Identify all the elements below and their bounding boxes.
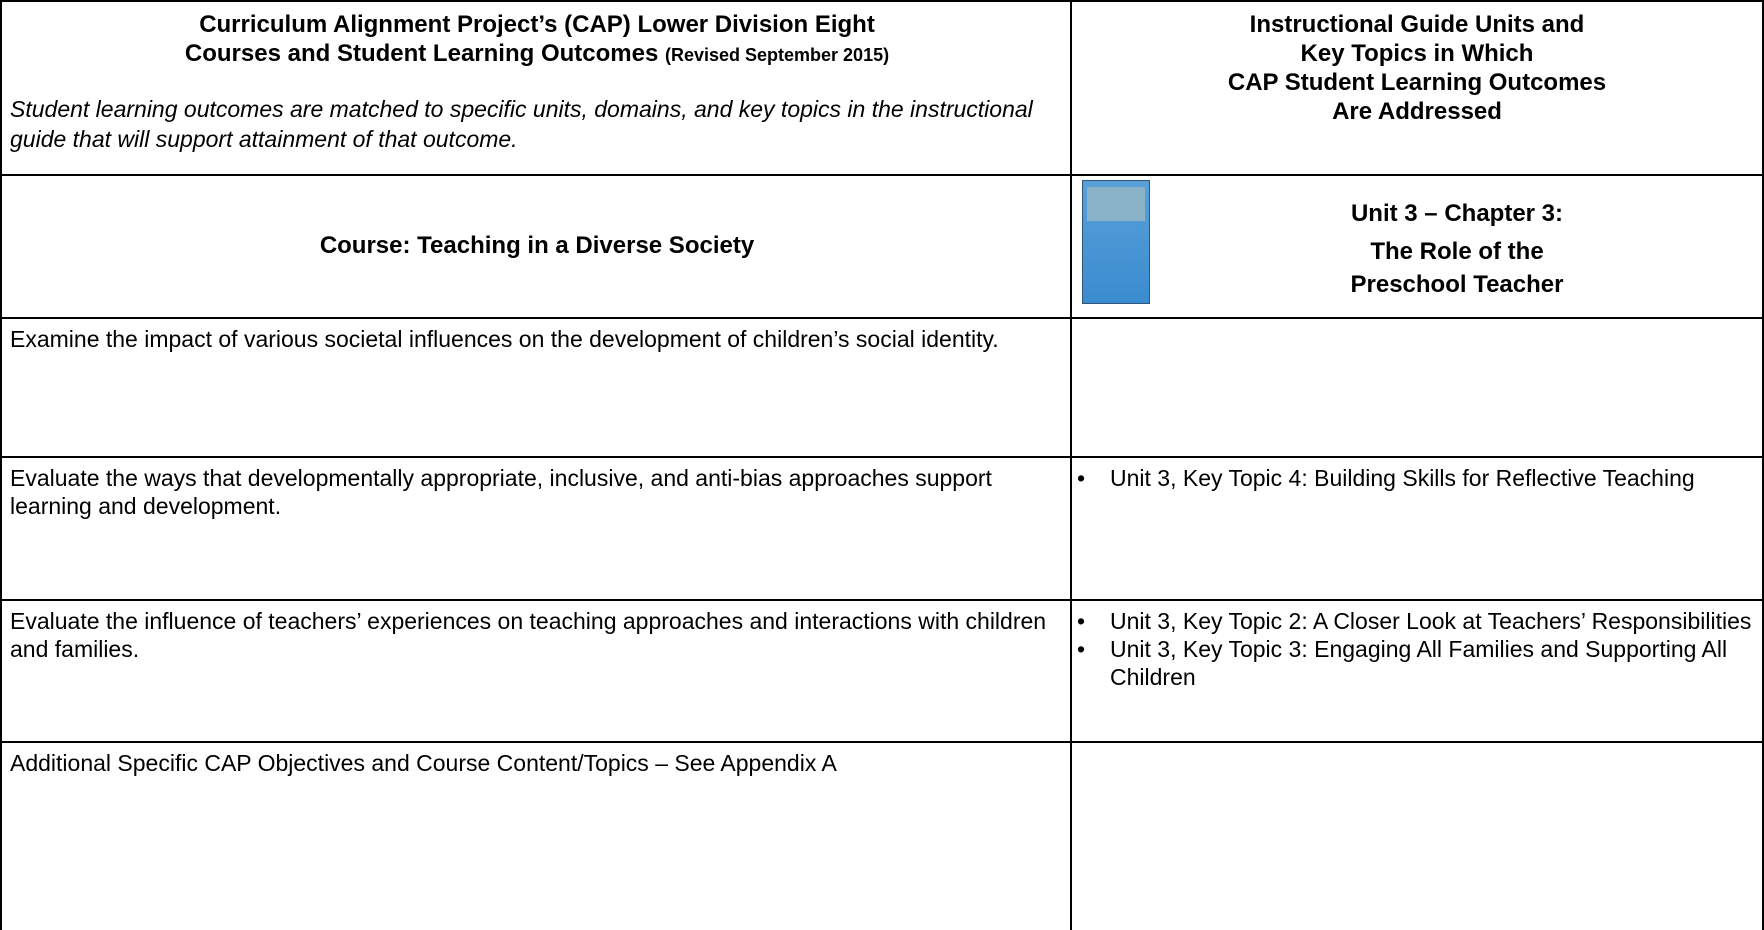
outcome-text: Evaluate the influence of teachers’ expe… — [10, 608, 1047, 662]
title-line: Curriculum Alignment Project’s (CAP) Low… — [199, 11, 875, 38]
title-line: CAP Student Learning Outcomes — [1227, 69, 1607, 96]
topic-list: Unit 3, Key Topic 2: A Closer Look at Te… — [1072, 607, 1762, 691]
outcome-text: Evaluate the ways that developmentally a… — [10, 465, 992, 519]
title-line: Key Topics in Which — [1300, 40, 1534, 67]
topics-cell — [1070, 741, 1764, 930]
topics-cell: Unit 3, Key Topic 4: Building Skills for… — [1070, 456, 1764, 601]
title-line: Instructional Guide Units and — [1249, 11, 1585, 38]
course-title: Course: Teaching in a Diverse Society — [319, 232, 755, 259]
header-note: Student learning outcomes are matched to… — [10, 96, 1033, 152]
outcome-text: Additional Specific CAP Objectives and C… — [10, 750, 837, 776]
header-title: Curriculum Alignment Project’s (CAP) Low… — [10, 10, 1064, 70]
unit-subtitle: The Role of the — [1370, 238, 1544, 265]
outcome-cell: Evaluate the ways that developmentally a… — [0, 456, 1072, 601]
revised-note: (Revised September 2015) — [664, 45, 890, 65]
topic-item: Unit 3, Key Topic 4: Building Skills for… — [1072, 464, 1762, 492]
topics-cell — [1070, 317, 1764, 458]
topic-list: Unit 3, Key Topic 4: Building Skills for… — [1072, 464, 1762, 492]
outcome-cell: Examine the impact of various societal i… — [0, 317, 1072, 458]
topic-item: Unit 3, Key Topic 3: Engaging All Famili… — [1072, 635, 1762, 691]
title-line: Courses and Student Learning Outcomes — [184, 40, 659, 67]
unit-subtitle: Preschool Teacher — [1350, 271, 1564, 298]
outcome-text: Examine the impact of various societal i… — [10, 326, 999, 352]
topics-cell: Unit 3, Key Topic 2: A Closer Look at Te… — [1070, 599, 1764, 743]
topic-item: Unit 3, Key Topic 2: A Closer Look at Te… — [1072, 607, 1762, 635]
unit-heading: Unit 3 – Chapter 3: The Role of the Pres… — [1152, 199, 1762, 299]
header-left: Curriculum Alignment Project’s (CAP) Low… — [0, 0, 1072, 176]
outcome-cell: Evaluate the influence of teachers’ expe… — [0, 599, 1072, 743]
header-right: Instructional Guide Units and Key Topics… — [1070, 0, 1764, 176]
unit-title: Unit 3 – Chapter 3: — [1350, 200, 1564, 227]
title-line: Are Addressed — [1332, 98, 1502, 125]
unit-cell: Unit 3 – Chapter 3: The Role of the Pres… — [1070, 174, 1764, 319]
book-cover — [1082, 180, 1150, 304]
course-cell: Course: Teaching in a Diverse Society — [0, 174, 1072, 319]
outcome-cell: Additional Specific CAP Objectives and C… — [0, 741, 1072, 930]
